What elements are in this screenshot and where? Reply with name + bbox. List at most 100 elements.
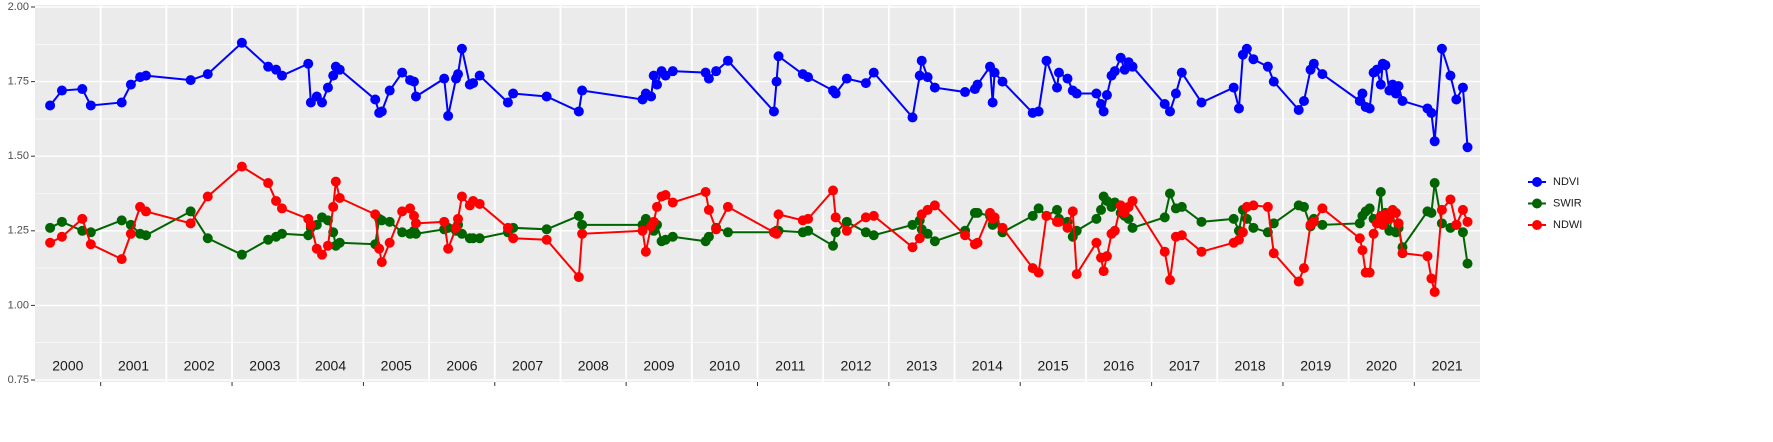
- point: [929, 236, 940, 247]
- point: [1041, 55, 1052, 66]
- point: [828, 240, 839, 251]
- point: [1091, 88, 1102, 99]
- point: [1354, 233, 1365, 244]
- point: [1357, 245, 1368, 256]
- point: [334, 192, 345, 203]
- point: [868, 67, 879, 78]
- point: [573, 272, 584, 283]
- point: [1298, 263, 1309, 274]
- point: [1317, 203, 1328, 214]
- point: [1164, 106, 1175, 117]
- point: [263, 234, 274, 245]
- point: [1422, 251, 1433, 262]
- point: [263, 178, 274, 189]
- point: [1436, 43, 1447, 54]
- point: [1062, 222, 1073, 233]
- point: [700, 187, 711, 198]
- point: [1164, 275, 1175, 286]
- point: [1380, 60, 1391, 71]
- point: [722, 201, 733, 212]
- point: [929, 82, 940, 93]
- point: [667, 231, 678, 242]
- x-tick-label: 2009: [643, 358, 674, 374]
- point: [541, 91, 552, 102]
- point: [202, 69, 213, 80]
- point: [1298, 95, 1309, 106]
- point: [830, 227, 841, 238]
- point: [1109, 225, 1120, 236]
- point: [646, 91, 657, 102]
- point: [317, 249, 328, 260]
- point: [328, 70, 339, 81]
- point: [1233, 234, 1244, 245]
- point: [185, 206, 196, 217]
- point: [868, 230, 879, 241]
- point: [1364, 267, 1375, 278]
- point: [667, 66, 678, 77]
- point: [860, 78, 871, 89]
- point: [1164, 188, 1175, 199]
- point: [914, 70, 925, 81]
- point: [1127, 195, 1138, 206]
- point: [907, 112, 918, 123]
- point: [56, 85, 67, 96]
- point: [116, 97, 127, 108]
- x-tick-label: 2005: [381, 358, 412, 374]
- x-tick-label: 2000: [52, 358, 83, 374]
- point: [376, 215, 387, 226]
- point: [637, 225, 648, 236]
- point: [1248, 54, 1259, 65]
- point: [1451, 219, 1462, 230]
- point: [1268, 248, 1279, 259]
- point: [1176, 67, 1187, 78]
- point: [907, 242, 918, 253]
- point: [1248, 200, 1259, 211]
- point: [1308, 58, 1319, 69]
- point: [1119, 64, 1130, 75]
- point: [1462, 142, 1473, 153]
- x-tick-label: 2016: [1103, 358, 1134, 374]
- y-tick-label: 2.00: [8, 1, 29, 13]
- point: [1364, 203, 1375, 214]
- point: [508, 88, 519, 99]
- point: [989, 212, 1000, 223]
- point: [125, 228, 136, 239]
- y-tick-label: 1.25: [8, 225, 29, 237]
- x-tick-label: 2014: [972, 358, 1003, 374]
- point: [960, 230, 971, 241]
- point: [1436, 204, 1447, 215]
- point: [1228, 82, 1239, 93]
- point: [141, 230, 152, 241]
- point: [474, 198, 485, 209]
- point: [1375, 79, 1386, 90]
- point: [1041, 210, 1052, 221]
- x-tick-label: 2021: [1432, 358, 1463, 374]
- point: [202, 233, 213, 244]
- point: [997, 222, 1008, 233]
- point: [236, 37, 247, 48]
- point: [116, 215, 127, 226]
- point: [860, 227, 871, 238]
- point: [1375, 187, 1386, 198]
- point: [443, 243, 454, 254]
- point: [916, 55, 927, 66]
- point: [502, 222, 513, 233]
- point: [914, 233, 925, 244]
- point: [1228, 213, 1239, 224]
- point: [1098, 106, 1109, 117]
- point: [1062, 73, 1073, 84]
- point: [1101, 90, 1112, 101]
- point: [1053, 216, 1064, 227]
- point: [922, 204, 933, 215]
- point: [972, 207, 983, 218]
- point: [1462, 258, 1473, 269]
- point: [1033, 203, 1044, 214]
- point: [330, 176, 341, 187]
- point: [1052, 82, 1063, 93]
- point: [577, 228, 588, 239]
- x-tick-label: 2017: [1169, 358, 1200, 374]
- point: [410, 228, 421, 239]
- point: [334, 64, 345, 75]
- point: [1262, 61, 1273, 72]
